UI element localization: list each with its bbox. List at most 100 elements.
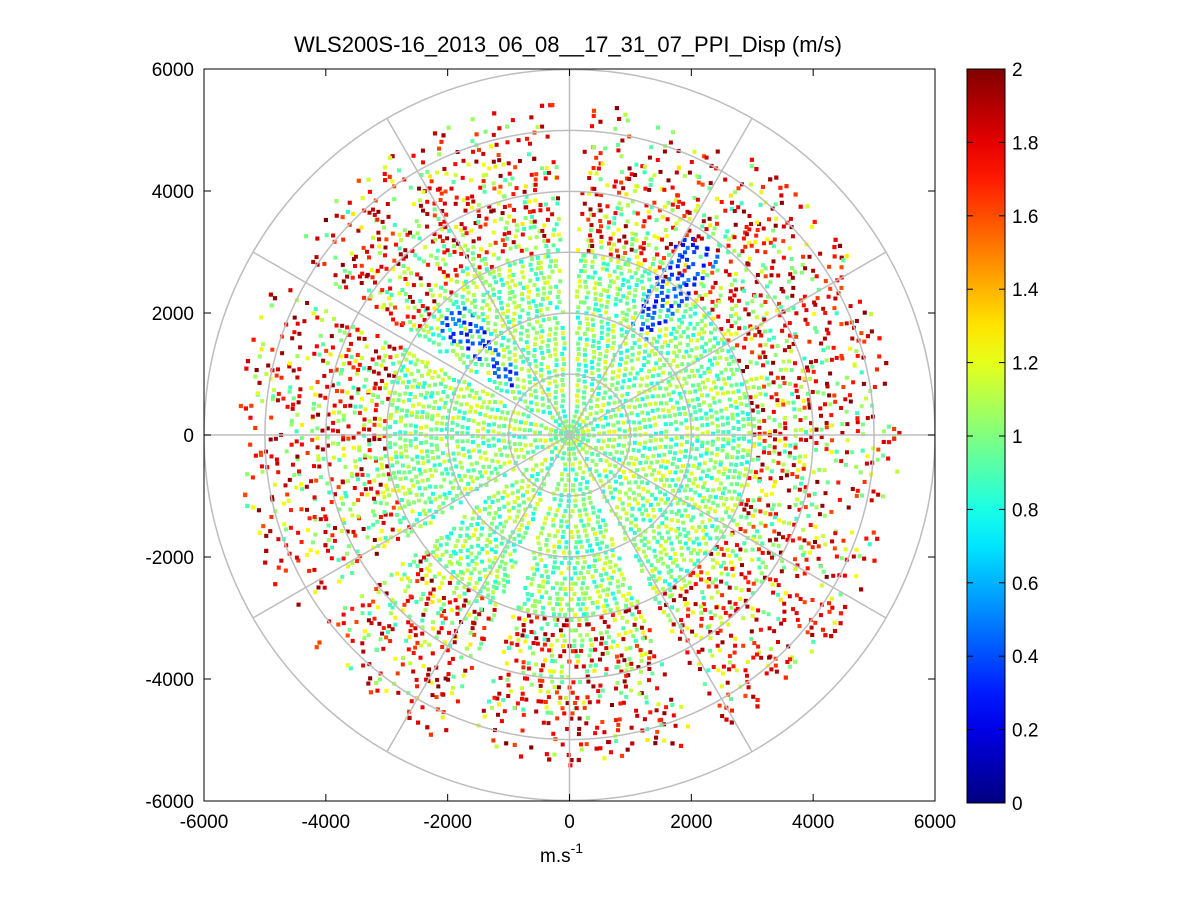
scan-cell — [623, 398, 628, 403]
scan-cell — [627, 585, 632, 590]
scan-cell — [481, 281, 486, 286]
scan-cell — [600, 161, 605, 166]
scan-cell — [528, 141, 532, 146]
scan-cell — [423, 521, 427, 526]
scan-cell — [507, 460, 512, 465]
scan-cell — [507, 320, 512, 325]
scan-cell — [412, 500, 417, 505]
scan-cell — [384, 501, 389, 506]
scan-cell — [644, 473, 649, 478]
scan-cell — [526, 300, 531, 305]
scan-cell — [559, 519, 564, 524]
scan-cell — [553, 390, 558, 394]
scan-cell — [559, 430, 563, 435]
scan-cell — [766, 612, 771, 617]
scan-cell — [511, 614, 516, 619]
scan-cell — [658, 490, 663, 495]
scan-cell — [451, 497, 455, 502]
scan-cell — [435, 170, 439, 175]
scan-cell — [658, 507, 663, 512]
scan-cell — [439, 397, 444, 402]
scan-cell — [488, 271, 492, 276]
scan-cell — [697, 403, 702, 407]
scan-cell — [845, 450, 849, 455]
scan-cell — [471, 419, 476, 423]
scan-cell — [516, 533, 521, 538]
scan-cell — [655, 275, 660, 280]
scan-cell — [829, 450, 834, 455]
scan-cell — [362, 629, 367, 634]
scan-cell — [678, 567, 683, 572]
scan-cell — [601, 567, 606, 572]
scan-cell — [540, 396, 545, 401]
scan-cell — [681, 314, 686, 319]
scan-cell — [481, 299, 486, 304]
scan-cell — [530, 474, 535, 479]
scan-cell — [545, 296, 550, 301]
scan-cell — [621, 593, 626, 598]
scan-cell — [624, 668, 629, 673]
scan-cell — [774, 392, 779, 397]
scan-cell — [557, 539, 562, 544]
scan-cell — [450, 420, 455, 425]
scan-cell — [633, 311, 638, 316]
scan-cell — [553, 264, 558, 268]
scan-cell — [408, 295, 412, 299]
scan-cell — [746, 511, 751, 516]
scan-cell — [695, 397, 700, 402]
scan-cell — [491, 208, 496, 213]
scan-cell — [721, 535, 726, 540]
scan-cell — [559, 597, 564, 602]
scan-cell — [745, 604, 750, 609]
scan-cell — [714, 584, 719, 589]
scan-cell — [774, 216, 779, 221]
scan-cell — [705, 571, 710, 576]
scan-cell — [540, 297, 545, 302]
scan-cell — [574, 393, 579, 398]
scan-cell — [532, 672, 537, 677]
scan-cell — [605, 289, 610, 293]
scan-cell — [443, 676, 448, 681]
scan-cell — [425, 566, 429, 571]
scan-cell — [292, 330, 297, 335]
scan-cell — [503, 416, 508, 421]
scan-cell — [411, 651, 416, 655]
scan-cell — [671, 405, 676, 410]
scan-cell — [611, 444, 616, 449]
scan-cell — [692, 238, 697, 243]
scan-cell — [434, 554, 439, 559]
scan-cell — [357, 410, 362, 415]
scan-cell — [777, 502, 782, 507]
scan-cell — [598, 219, 603, 223]
scan-cell — [344, 285, 349, 290]
scan-cell — [510, 491, 515, 496]
scan-cell — [440, 239, 445, 243]
scan-cell — [646, 540, 651, 545]
scan-cell — [426, 672, 431, 677]
scan-cell — [686, 613, 690, 618]
scan-cell — [734, 312, 739, 317]
scan-cell — [708, 610, 713, 615]
scan-cell — [658, 169, 663, 174]
scan-cell — [765, 237, 770, 242]
scan-cell — [763, 392, 768, 397]
scan-cell — [758, 202, 763, 207]
scan-cell — [759, 333, 764, 338]
scan-cell — [511, 542, 516, 547]
scan-cell — [525, 285, 530, 289]
scan-cell — [422, 639, 427, 644]
scan-cell — [641, 503, 646, 508]
scan-cell — [404, 298, 409, 303]
scan-cell — [855, 420, 860, 425]
scan-cell — [746, 385, 751, 390]
scan-cell — [663, 444, 668, 449]
scan-cell — [688, 390, 693, 395]
scan-cell — [715, 525, 720, 530]
scan-cell — [492, 613, 497, 618]
scan-cell — [707, 216, 712, 221]
scan-cell — [377, 386, 382, 391]
scan-cell — [521, 665, 526, 670]
scan-cell — [748, 469, 753, 474]
scan-cell — [581, 555, 586, 560]
scan-cell — [743, 336, 748, 341]
